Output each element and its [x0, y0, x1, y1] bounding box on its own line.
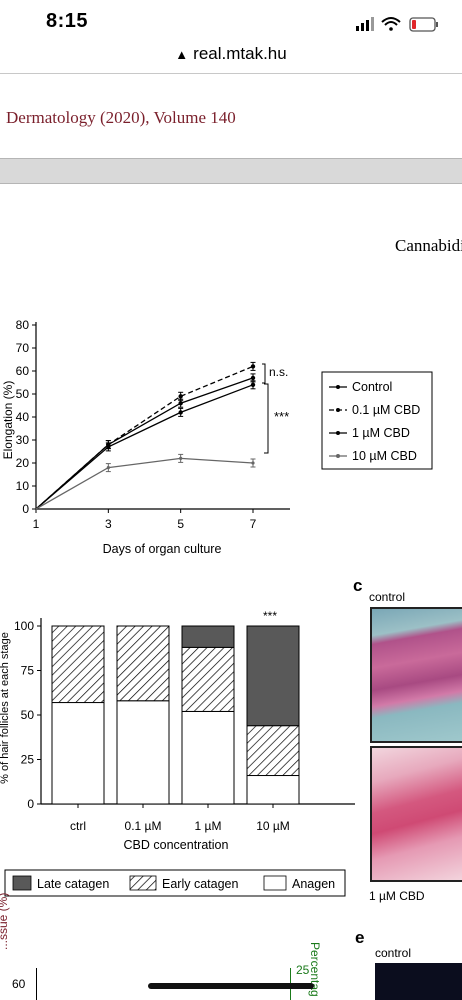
panel-d-axis	[36, 968, 37, 1000]
x-tick-label: 1 µM	[195, 819, 222, 833]
series-line-3	[35, 377, 254, 510]
bar-segment-anagen	[246, 775, 300, 805]
legend-late: Late catagen	[37, 877, 109, 891]
data-point	[250, 364, 256, 369]
legend-early: Early catagen	[162, 877, 238, 891]
bar-segment-anagen	[51, 702, 105, 805]
bar-segment-early-catagen	[116, 625, 170, 702]
series-line-4	[35, 457, 254, 510]
bar-segment-anagen	[181, 710, 235, 805]
data-point	[250, 375, 256, 381]
legend-box	[321, 371, 433, 470]
divider	[0, 73, 462, 74]
bar-segment-late-catagen	[181, 625, 235, 648]
y-axis-label: % of hair follicles at each stage	[0, 632, 11, 784]
legend-label: 0.1 µM CBD	[352, 403, 420, 417]
y-tick-label: 100	[14, 619, 34, 633]
data-point	[178, 410, 183, 415]
significance-brackets	[262, 363, 269, 454]
y-tick-label: 20	[16, 456, 30, 470]
x-tick-label: 10 µM	[256, 819, 290, 833]
legend-marker	[336, 385, 340, 389]
status-icons	[356, 17, 438, 32]
data-point	[251, 461, 255, 465]
x-tick-label: 0.1 µM	[125, 819, 162, 833]
panel-d-right-tick: 25	[296, 963, 310, 977]
x-tick-label: 7	[250, 517, 257, 531]
legend-label: 1 µM CBD	[352, 426, 410, 440]
data-point	[106, 442, 111, 447]
legend-marker	[336, 408, 340, 412]
chart-a-axes	[35, 322, 290, 510]
panel-c-letter: c	[353, 576, 363, 595]
micrograph-cbd	[370, 746, 462, 882]
bar-segment-early-catagen	[246, 725, 300, 777]
journal-title[interactable]: Dermatology (2020), Volume 140	[6, 108, 236, 127]
ns-label: n.s.	[269, 365, 288, 379]
legend-marker	[336, 431, 340, 435]
legend-anagen: Anagen	[292, 877, 335, 891]
data-point	[250, 382, 256, 387]
y-tick-label: 10	[16, 479, 30, 493]
y-tick-label: 40	[16, 410, 30, 424]
y-tick-label: 0	[22, 502, 29, 516]
battery-icon	[409, 17, 438, 32]
panel-c-label-top: control	[369, 590, 406, 604]
series-line-1	[35, 384, 254, 510]
wifi-icon	[381, 17, 401, 31]
figure-b-legend: Late catagen Early catagen Anagen	[4, 869, 346, 897]
x-tick-label: 1	[33, 517, 40, 531]
micrograph-control	[370, 607, 462, 743]
y-tick-label: 50	[21, 708, 35, 722]
y-tick-label: 70	[16, 341, 30, 355]
header-band	[0, 158, 462, 184]
sig-label-b: ***	[263, 609, 277, 623]
bar-segment-early-catagen	[51, 625, 105, 704]
sig-label-a: ***	[274, 409, 289, 424]
y-tick-label: 60	[16, 364, 30, 378]
y-tick-label: 30	[16, 433, 30, 447]
series-line-2	[35, 365, 254, 510]
y-tick-label: 80	[16, 318, 30, 332]
x-tick-label: 3	[105, 517, 112, 531]
y-tick-label: 0	[27, 797, 34, 811]
x-axis-label: Days of organ culture	[103, 542, 222, 556]
x-axis-label: CBD concentration	[124, 838, 229, 852]
x-tick-label: ctrl	[70, 819, 86, 833]
panel-e-label: control	[375, 946, 412, 960]
bar-segment-early-catagen	[181, 646, 235, 712]
address-bar[interactable]: ▲ real.mtak.hu	[0, 44, 462, 64]
data-point	[106, 466, 110, 470]
micrograph-fluorescence	[375, 963, 462, 1000]
url-text: real.mtak.hu	[193, 44, 287, 63]
y-tick-label: 25	[21, 753, 35, 767]
status-time: 8:15	[46, 10, 89, 32]
panel-d-ytick: 60	[12, 977, 26, 991]
warning-icon: ▲	[175, 47, 189, 62]
bar-segment-late-catagen	[246, 625, 300, 727]
data-point	[178, 401, 183, 406]
legend-marker	[336, 454, 340, 458]
panel-e-letter: e	[355, 928, 365, 947]
home-indicator[interactable]	[148, 983, 314, 989]
legend-label: Control	[352, 380, 392, 394]
legend-label: 10 µM CBD	[352, 449, 417, 463]
figure-b-chart: 0 25 50 75 100 ctrl 0.1 µM 1 µM 10 µM *** % of …	[0, 609, 355, 852]
data-point	[178, 394, 183, 399]
y-tick-label: 50	[16, 387, 30, 401]
data-point	[179, 456, 183, 460]
running-title: Cannabidiol	[395, 236, 462, 255]
y-axis-label: Elongation (%)	[1, 381, 15, 460]
figure-a-chart: 0 10 20 30 40 50 60 70 80 1 3 5 7 Elongation (%) Da…	[1, 318, 433, 556]
bar-segment-anagen	[116, 700, 170, 805]
panel-c-label-bottom: 1 µM CBD	[369, 889, 425, 903]
panel-d-ylabel: ...ssue (%)	[0, 892, 10, 950]
y-tick-label: 75	[21, 664, 35, 678]
x-tick-label: 5	[177, 517, 184, 531]
cellular-signal-icon	[356, 17, 374, 31]
